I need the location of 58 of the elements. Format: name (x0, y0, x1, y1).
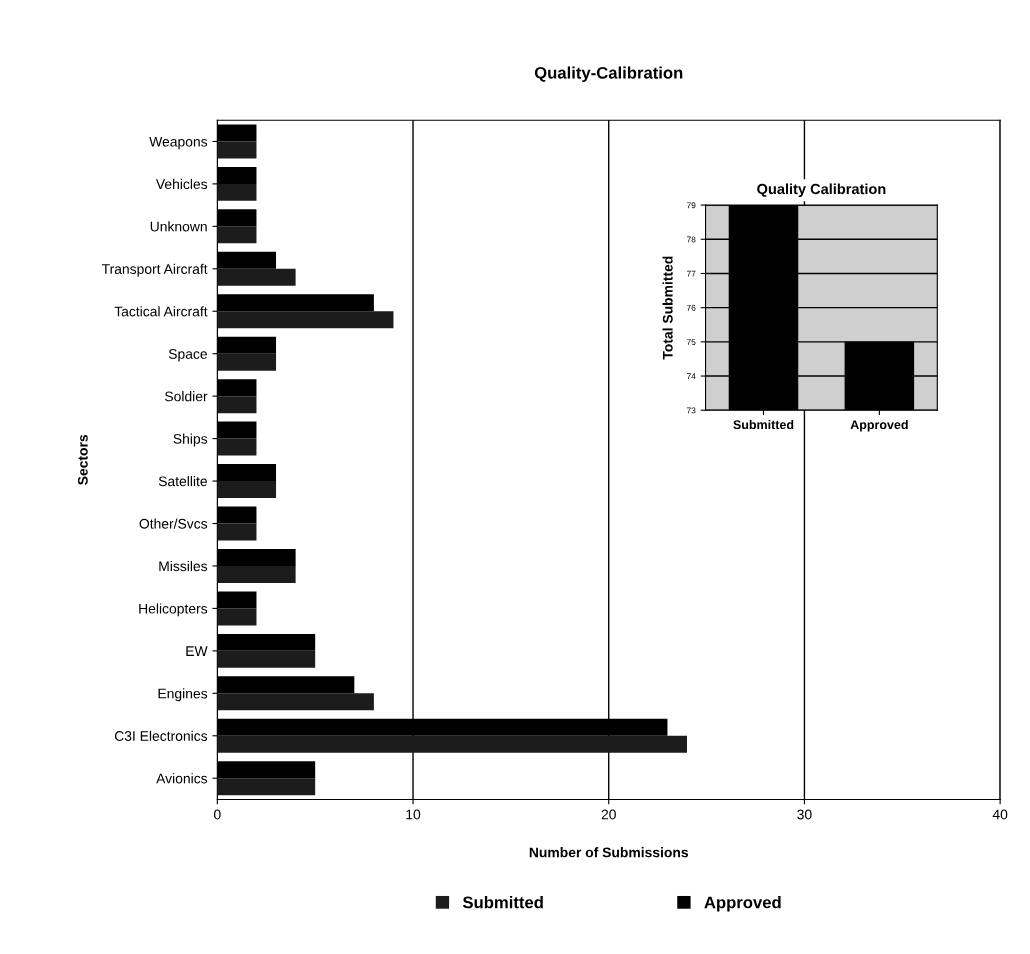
bar (217, 396, 257, 414)
x-tick-label: 20 (601, 809, 616, 820)
y-tick-label: EW (186, 646, 208, 656)
bar (217, 735, 688, 753)
chart-title: Quality-Calibration (534, 66, 683, 82)
x-tick-label: 10 (406, 809, 421, 820)
y-tick-label: Soldier (165, 391, 208, 402)
bar (217, 268, 296, 286)
y-tick-label: Helicopters (139, 603, 208, 617)
bar (217, 124, 257, 142)
bar (217, 226, 257, 244)
y-tick-label: Space (168, 349, 207, 362)
y-tick-label: 76 (686, 304, 696, 311)
y-tick-label: Tactical Aircraft (114, 306, 208, 317)
bar (217, 565, 296, 583)
y-tick-label: Ships (173, 433, 208, 447)
bar (217, 778, 316, 796)
y-tick-label: Satellite (158, 476, 207, 487)
bar (217, 209, 257, 227)
x-axis-title: Number of Submissions (529, 847, 689, 858)
bar (217, 523, 257, 541)
y-tick-label: Weapons (149, 136, 208, 150)
y-tick-label: 79 (686, 202, 696, 209)
y-tick-label: Other/Svcs (139, 518, 208, 529)
y-tick-label: Avionics (156, 773, 208, 784)
x-tick-label: 30 (797, 809, 812, 820)
y-tick-label: C3I Electronics (114, 730, 208, 741)
bar (217, 693, 374, 711)
y-tick-label: 78 (686, 236, 696, 243)
x-tick-label: 40 (992, 809, 1008, 820)
bar (217, 379, 257, 397)
bar (217, 311, 394, 329)
y-tick-label: Missiles (159, 560, 208, 572)
legend-label: Submitted (462, 896, 543, 909)
x-tick-label: 0 (214, 809, 221, 820)
chart-title: Quality Calibration (757, 183, 886, 198)
bar (217, 294, 374, 312)
bar (217, 591, 257, 609)
y-tick-label: 73 (686, 407, 696, 414)
bar (217, 481, 277, 499)
bar (217, 183, 257, 201)
y-axis-title: Total Submitted (662, 256, 673, 360)
bar (217, 353, 277, 371)
bar (217, 438, 257, 456)
y-tick-label: 74 (686, 373, 696, 380)
y-tick-label: 75 (686, 339, 696, 345)
y-tick-label: Engines (158, 688, 208, 702)
y-tick-label: 77 (686, 270, 696, 277)
bar (217, 141, 257, 159)
y-tick-label: Unknown (150, 221, 207, 232)
bar (217, 761, 316, 779)
bar (217, 608, 257, 626)
bar (217, 650, 316, 668)
y-tick-label: Transport Aircraft (101, 263, 208, 277)
legend-label: Approved (704, 896, 781, 912)
y-tick-label: Vehicles (155, 178, 208, 190)
bar (217, 676, 355, 694)
y-axis-title: Sectors (77, 434, 88, 485)
